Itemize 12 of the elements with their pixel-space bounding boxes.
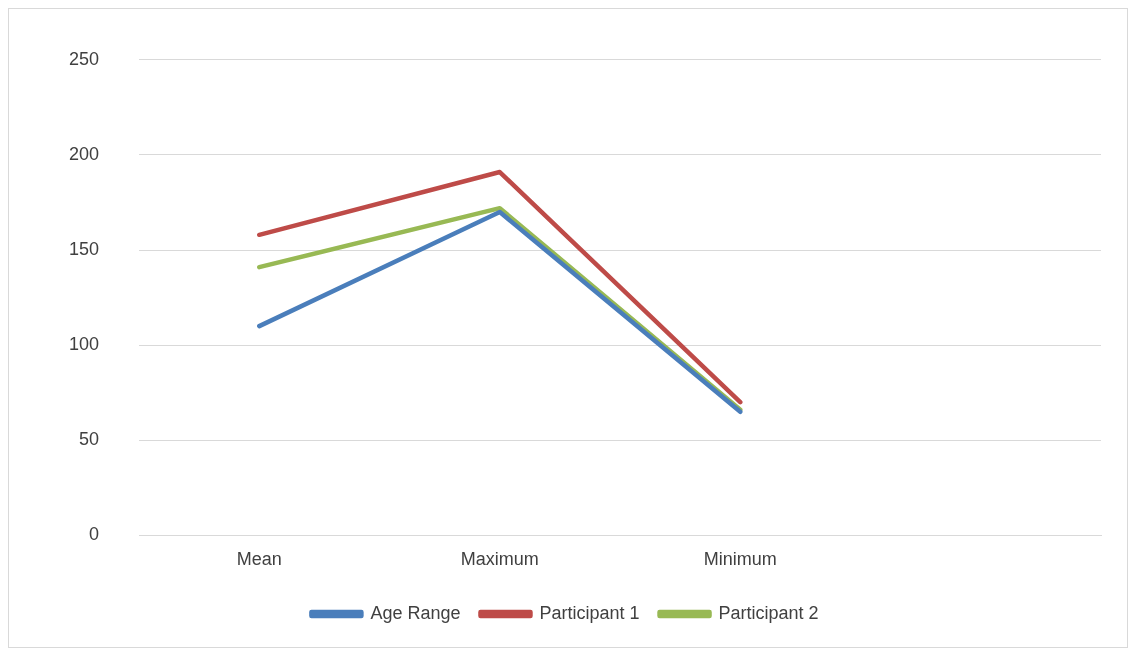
x-tick-label: Maximum xyxy=(460,549,539,570)
legend-label: Participant 2 xyxy=(718,602,819,623)
x-tick-label: Minimum xyxy=(703,549,777,570)
y-tick-label: 200 xyxy=(68,143,100,164)
y-tick-label: 0 xyxy=(89,524,100,545)
y-tick-label: 50 xyxy=(79,429,100,450)
x-tick-label: Mean xyxy=(236,549,282,570)
legend-label: Age Range xyxy=(370,602,461,623)
y-tick-label: 150 xyxy=(68,239,100,260)
legend-label: Participant 1 xyxy=(539,602,640,623)
y-tick-label: 100 xyxy=(68,334,100,355)
y-tick-label: 250 xyxy=(68,48,100,69)
